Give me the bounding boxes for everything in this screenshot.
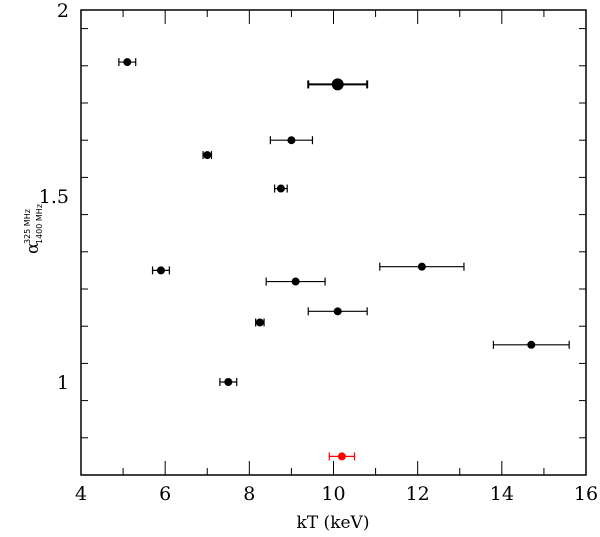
data-point xyxy=(255,318,265,327)
data-point xyxy=(307,78,369,91)
x-axis-title: kT (keV) xyxy=(297,513,370,533)
y-tick-label: 1 xyxy=(57,372,69,394)
y-axis-subscript: 1400 MHz xyxy=(35,204,44,244)
point-marker xyxy=(331,78,344,91)
plot-frame xyxy=(80,9,587,476)
x-tick-label: 4 xyxy=(75,483,87,505)
y-tick-label: 1.5 xyxy=(39,186,69,208)
data-point xyxy=(265,277,326,286)
x-tick-label: 14 xyxy=(490,483,514,505)
point-marker xyxy=(337,452,346,461)
point-marker xyxy=(417,262,426,271)
point-marker xyxy=(156,266,165,275)
tick-marks xyxy=(80,10,587,476)
y-tick-label: 2 xyxy=(57,0,69,22)
point-marker xyxy=(291,277,300,286)
data-point xyxy=(202,151,213,160)
y-axis-title: α 325 MHz 1400 MHz xyxy=(23,204,44,254)
point-marker xyxy=(224,378,233,386)
x-tick-label: 6 xyxy=(159,483,171,505)
data-point xyxy=(492,340,570,349)
y-axis-superscript: 325 MHz xyxy=(23,209,32,244)
point-marker xyxy=(203,151,212,160)
tick-labels: 4 6 8 10 12 14 16 1 1.5 2 xyxy=(39,0,598,505)
point-marker xyxy=(123,58,132,67)
data-point xyxy=(269,136,314,145)
point-marker xyxy=(255,318,264,327)
x-tick-label: 8 xyxy=(243,483,255,505)
data-point xyxy=(219,378,238,386)
point-marker xyxy=(333,307,342,316)
point-marker xyxy=(527,340,536,349)
point-marker xyxy=(287,136,296,145)
data-point xyxy=(151,266,170,275)
x-tick-label: 10 xyxy=(321,483,345,505)
data-point xyxy=(379,262,465,271)
y-axis-symbol: α xyxy=(23,242,43,254)
data-point xyxy=(307,307,368,316)
x-tick-label: 16 xyxy=(574,483,598,505)
data-points xyxy=(118,58,570,461)
data-point xyxy=(328,452,356,461)
data-point xyxy=(273,184,288,193)
x-tick-label: 12 xyxy=(406,483,430,505)
point-marker xyxy=(276,184,285,193)
data-point xyxy=(118,58,137,67)
